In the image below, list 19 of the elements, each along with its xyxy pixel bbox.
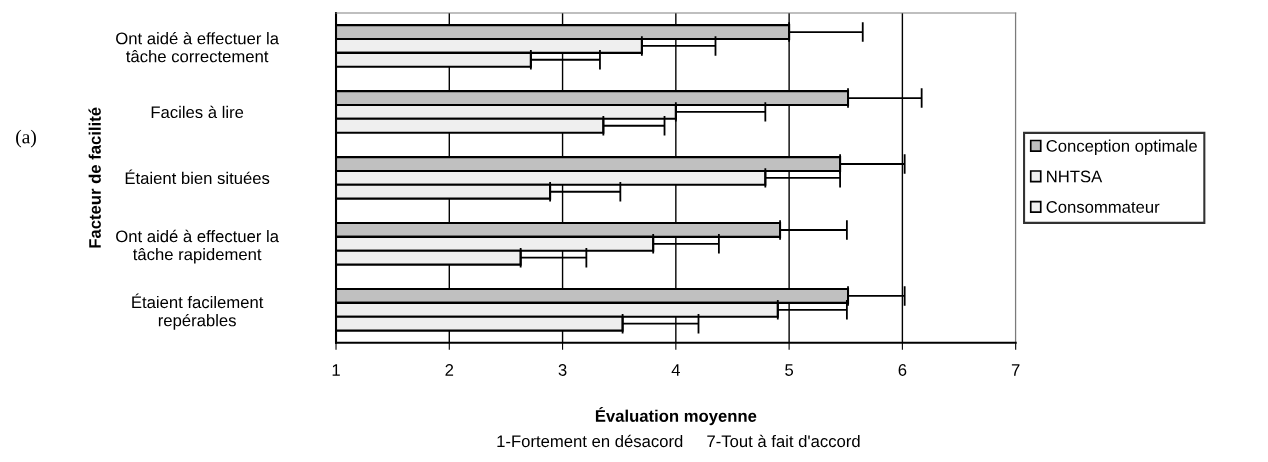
x-tick-label: 7 [1011, 364, 1020, 376]
x-tick-label: 3 [558, 364, 567, 376]
x-tick-label: 6 [898, 364, 907, 376]
y-tick-label: Faciles à lire [151, 105, 244, 119]
legend-label: Consommateur [1046, 201, 1160, 213]
text: (a) [16, 129, 36, 148]
legend-label: NHTSA [1047, 170, 1103, 183]
x-tick-label: 2 [445, 364, 454, 376]
text: 1-Fortement en désacord 7-Tout à fait d'accord [497, 434, 860, 448]
y-axis-title: Facteur de facilité [88, 107, 101, 248]
x-axis-title: Évaluation moyenne [595, 406, 757, 426]
y-tick-label: Étaient bien situées [125, 169, 270, 185]
legend-label: Conception optimale [1046, 139, 1197, 156]
y-tick-label: Ont aidé à effectuer la tâche correctement [116, 31, 279, 63]
y-tick-label: Ont aidé à effectuer la tâche rapidement [116, 229, 279, 264]
x-tick-label: 5 [785, 364, 794, 376]
x-tick-label: 1 [332, 364, 340, 376]
y-tick-label: Étaient facilement repérables [132, 293, 264, 330]
x-tick-label: 4 [671, 364, 680, 376]
